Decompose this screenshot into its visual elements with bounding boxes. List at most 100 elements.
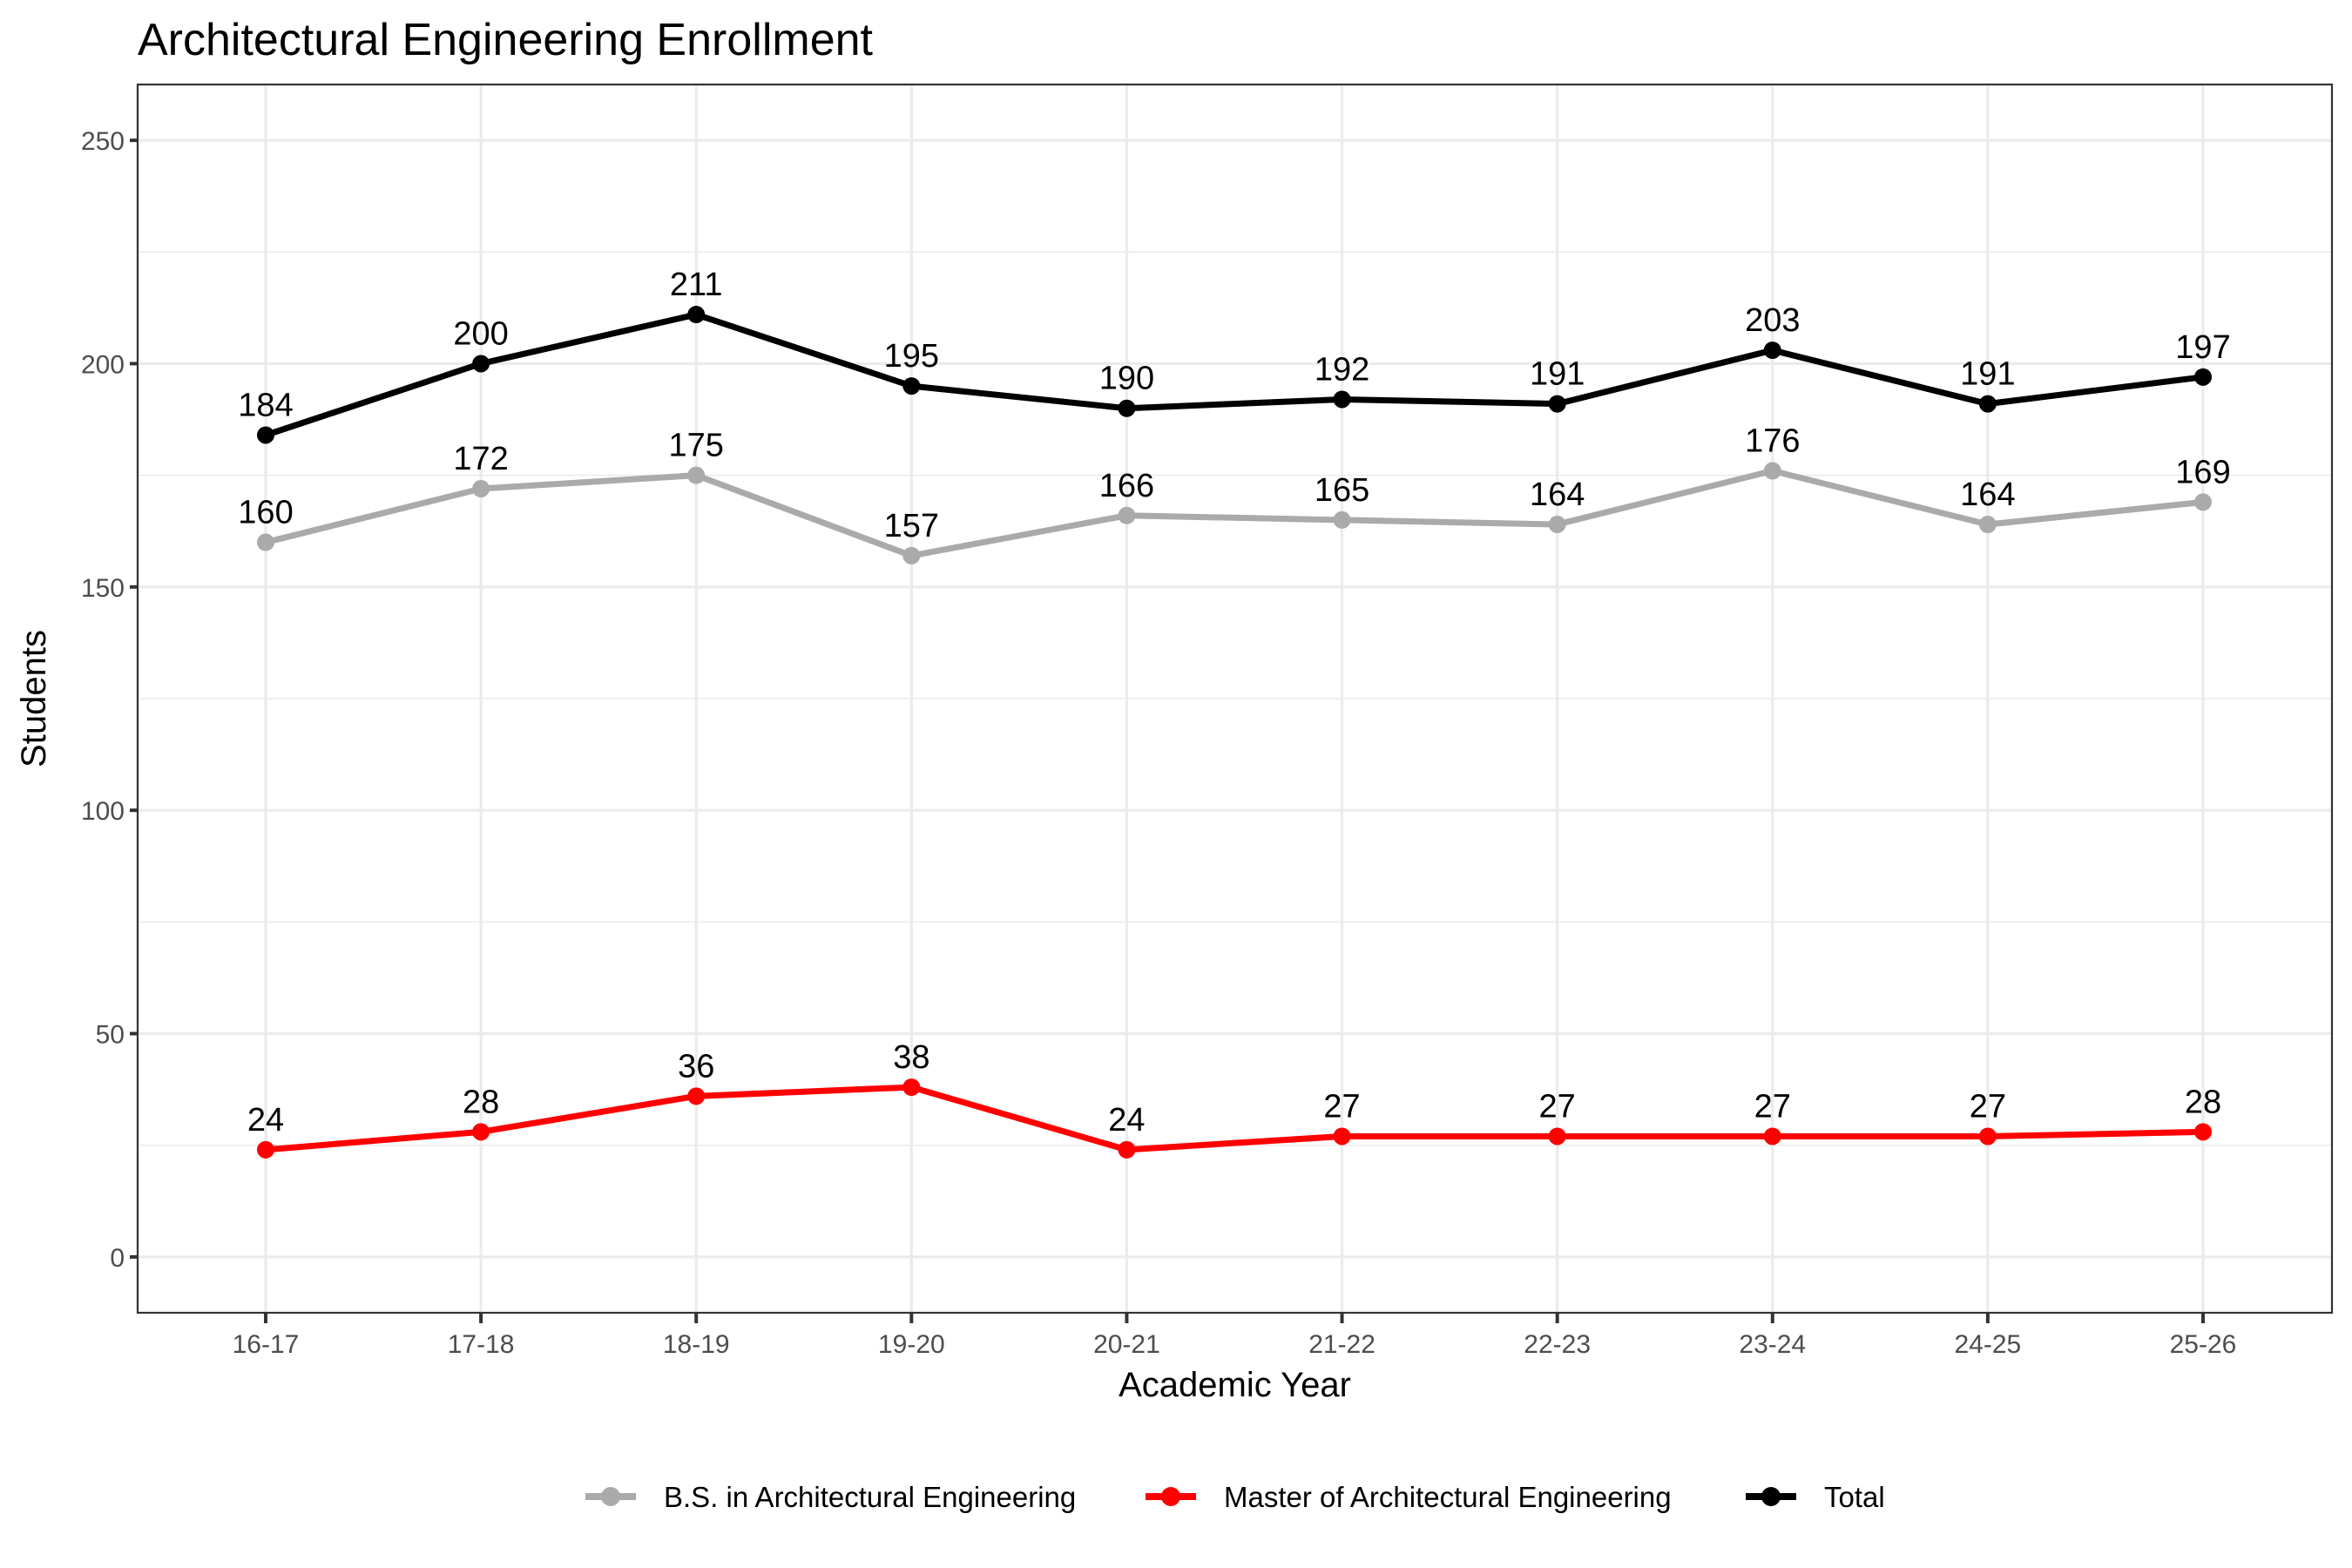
data-point bbox=[1118, 399, 1136, 417]
data-point bbox=[1978, 395, 1997, 413]
x-tick-label: 23-24 bbox=[1739, 1330, 1806, 1359]
y-axis-title: Students bbox=[15, 630, 53, 767]
legend-item-master-of-architectural-engineering: Master of Architectural Engineering bbox=[1146, 1481, 1672, 1513]
y-tick-label: 250 bbox=[81, 127, 125, 156]
data-label: 211 bbox=[670, 267, 723, 303]
x-tick-label: 20-21 bbox=[1093, 1330, 1160, 1359]
data-label: 157 bbox=[884, 508, 939, 544]
data-point bbox=[2194, 368, 2212, 386]
minor-gridlines bbox=[138, 251, 2332, 1146]
x-tick-label: 25-26 bbox=[2170, 1330, 2237, 1359]
data-label: 203 bbox=[1745, 302, 1800, 339]
data-point bbox=[1763, 462, 1781, 480]
data-point bbox=[687, 1087, 706, 1105]
data-point bbox=[902, 377, 921, 395]
y-tick-label: 150 bbox=[81, 574, 125, 603]
series-line-total bbox=[264, 311, 2204, 438]
y-tick-label: 200 bbox=[81, 350, 125, 379]
y-axis: 0 50 100 150 200 250 bbox=[81, 127, 138, 1273]
data-label: 195 bbox=[884, 338, 939, 375]
data-label: 166 bbox=[1099, 468, 1154, 504]
data-point bbox=[1978, 516, 1997, 534]
data-label: 165 bbox=[1315, 472, 1369, 509]
data-point bbox=[1548, 516, 1566, 534]
data-label: 164 bbox=[1960, 476, 2015, 513]
x-axis: 16-17 17-18 18-19 19-20 20-21 21-22 22-23 23-24… bbox=[233, 1313, 2237, 1359]
data-label: 169 bbox=[2175, 454, 2230, 490]
x-tick-label: 21-22 bbox=[1308, 1330, 1375, 1359]
series-b-s-in-architectural-engineering bbox=[257, 462, 2212, 564]
data-point bbox=[687, 306, 706, 324]
data-point bbox=[1333, 510, 1351, 529]
x-tick-label: 18-19 bbox=[663, 1330, 730, 1359]
data-label: 172 bbox=[453, 441, 508, 477]
x-tick-label: 16-17 bbox=[233, 1330, 300, 1359]
data-label: 36 bbox=[678, 1048, 714, 1085]
data-point bbox=[472, 480, 490, 498]
data-point bbox=[902, 546, 921, 564]
data-label: 28 bbox=[2185, 1084, 2221, 1120]
data-point bbox=[1118, 506, 1136, 524]
data-label: 27 bbox=[1323, 1088, 1360, 1125]
data-point bbox=[1763, 341, 1781, 360]
major-gridlines bbox=[138, 84, 2332, 1313]
legend-item-total: Total bbox=[1746, 1481, 1885, 1513]
series-total bbox=[257, 306, 2212, 444]
data-point bbox=[687, 466, 706, 484]
x-axis-title: Academic Year bbox=[1119, 1366, 1351, 1404]
data-label: 38 bbox=[893, 1039, 929, 1076]
data-label: 27 bbox=[1754, 1088, 1791, 1125]
chart-title: Architectural Engineering Enrollment bbox=[138, 15, 874, 65]
data-label: 191 bbox=[1960, 356, 2015, 393]
data-point bbox=[1548, 1127, 1566, 1146]
data-labels: 160 172 175 157 166 165 164 176 164 169 24 28 36 38 24… bbox=[238, 267, 2230, 1139]
data-label: 24 bbox=[1108, 1102, 1145, 1139]
legend-label: Master of Architectural Engineering bbox=[1224, 1481, 1672, 1513]
panel-border bbox=[136, 83, 2334, 1315]
data-label: 190 bbox=[1099, 361, 1154, 397]
data-point bbox=[1548, 395, 1566, 413]
data-point bbox=[257, 426, 274, 444]
data-point bbox=[1118, 1140, 1136, 1159]
legend-item-b-s-in-architectural-engineering: B.S. in Architectural Engineering bbox=[585, 1481, 1076, 1513]
data-label: 176 bbox=[1745, 423, 1800, 460]
y-tick-label: 100 bbox=[81, 797, 125, 826]
series-line-b-s-in-architectural-engineering bbox=[265, 468, 2204, 559]
legend: B.S. in Architectural Engineering Master … bbox=[585, 1481, 1885, 1513]
data-label: 27 bbox=[1970, 1088, 2006, 1125]
data-point bbox=[1763, 1127, 1781, 1146]
data-point bbox=[902, 1078, 921, 1097]
data-point bbox=[1978, 1127, 1997, 1146]
legend-label: Total bbox=[1824, 1481, 1885, 1513]
x-tick-label: 22-23 bbox=[1524, 1330, 1591, 1359]
data-label: 200 bbox=[453, 315, 508, 352]
data-point bbox=[1333, 1127, 1351, 1146]
x-tick-label: 19-20 bbox=[878, 1330, 945, 1359]
data-label: 160 bbox=[238, 495, 293, 531]
y-tick-label: 50 bbox=[96, 1021, 125, 1050]
plot-panel: 160 172 175 157 166 165 164 176 164 169 24 28 36 38 24… bbox=[136, 83, 2334, 1315]
legend-key-point bbox=[1161, 1487, 1180, 1506]
legend-key-point bbox=[601, 1487, 620, 1506]
series-layer bbox=[257, 306, 2212, 1159]
data-point bbox=[2194, 1123, 2212, 1141]
data-label: 28 bbox=[463, 1084, 499, 1120]
data-point bbox=[257, 1140, 274, 1159]
data-label: 164 bbox=[1530, 476, 1585, 513]
y-tick-label: 0 bbox=[110, 1244, 125, 1273]
data-label: 184 bbox=[238, 387, 293, 423]
data-label: 24 bbox=[247, 1102, 284, 1139]
data-label: 175 bbox=[669, 428, 724, 464]
series-master-of-architectural-engineering bbox=[257, 1078, 2212, 1159]
data-label: 27 bbox=[1539, 1088, 1576, 1125]
data-point bbox=[1333, 390, 1351, 409]
series-line-master-of-architectural-engineering bbox=[265, 1084, 2204, 1153]
legend-label: B.S. in Architectural Engineering bbox=[664, 1481, 1076, 1513]
data-point bbox=[257, 533, 274, 551]
data-point bbox=[2194, 493, 2212, 511]
x-tick-label: 24-25 bbox=[1955, 1330, 2022, 1359]
data-label: 197 bbox=[2175, 329, 2230, 366]
data-point bbox=[472, 355, 490, 373]
x-tick-label: 17-18 bbox=[448, 1330, 515, 1359]
